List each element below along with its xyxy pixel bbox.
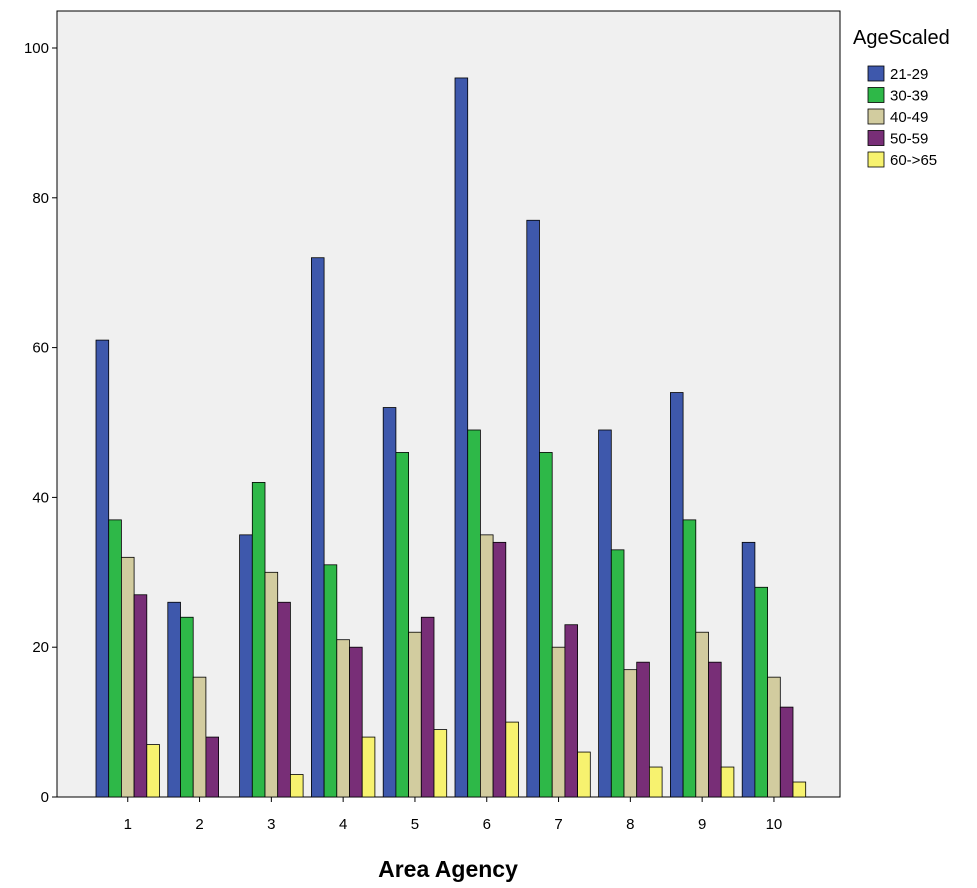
- bar-50-59-area-1: [133, 594, 148, 798]
- legend-swatch-21-29: [867, 65, 885, 82]
- bar-60->65-area-8: [649, 766, 663, 798]
- bar-40-49-area-5: [408, 631, 422, 798]
- legend-label-60->65: 60->65: [890, 152, 937, 169]
- bar-40-49-area-3: [264, 571, 279, 798]
- bar-50-59-area-8: [636, 661, 650, 798]
- x-tick-label-2: 2: [195, 816, 203, 833]
- x-tick-label-5: 5: [411, 816, 419, 833]
- bar-30-39-area-5: [395, 452, 409, 798]
- x-tick-label-1: 1: [124, 816, 132, 833]
- legend-swatch-50-59: [867, 130, 885, 146]
- y-tick-label-0: 0: [41, 789, 49, 806]
- legend-title: AgeScaled: [853, 27, 950, 49]
- bar-50-59-area-6: [492, 541, 507, 798]
- bar-50-59-area-7: [564, 624, 579, 798]
- bar-30-39-area-8: [610, 549, 625, 798]
- bar-30-39-area-7: [539, 452, 553, 798]
- x-tick-label-9: 9: [698, 816, 706, 833]
- bar-40-49-area-10: [767, 676, 781, 798]
- bar-21-29-area-5: [382, 407, 397, 798]
- x-tick-label-3: 3: [267, 816, 275, 833]
- bars-group: [95, 77, 807, 798]
- bar-21-29-area-6: [454, 77, 469, 798]
- legend-swatch-60->65: [867, 151, 885, 168]
- y-tick-label-20: 20: [32, 639, 49, 656]
- y-tick-label-60: 60: [32, 340, 49, 357]
- bar-50-59-area-5: [420, 616, 435, 798]
- bar-40-49-area-2: [192, 676, 207, 798]
- bar-30-39-area-2: [180, 616, 194, 798]
- bar-60->65-area-6: [505, 721, 519, 798]
- legend: AgeScaled 21-29 30-39 40-49 50-59 60->65: [853, 27, 950, 169]
- x-axis-label: Area Agency: [378, 856, 518, 882]
- y-tick-label-40: 40: [32, 489, 49, 506]
- bar-21-29-area-4: [310, 257, 325, 798]
- y-tick-label-100: 100: [24, 40, 49, 57]
- bar-60->65-area-7: [577, 751, 591, 798]
- bar-60->65-area-3: [289, 774, 304, 798]
- legend-label-40-49: 40-49: [890, 109, 928, 126]
- bar-60->65-area-4: [361, 736, 376, 798]
- legend-label-21-29: 21-29: [890, 66, 928, 83]
- bar-30-39-area-6: [467, 429, 481, 798]
- bar-60->65-area-9: [720, 766, 735, 798]
- bar-21-29-area-7: [526, 219, 540, 798]
- bar-40-49-area-7: [551, 646, 566, 798]
- x-axis: 1 2 3 4 5 6 7 8 9 10: [124, 797, 783, 833]
- x-tick-label-7: 7: [554, 816, 562, 833]
- bar-21-29-area-8: [598, 429, 612, 798]
- bar-30-39-area-3: [251, 482, 266, 798]
- bar-21-29-area-9: [670, 392, 684, 798]
- y-axis: 0 20 40 60 80 100: [24, 40, 57, 806]
- x-tick-label-4: 4: [339, 816, 347, 833]
- bar-21-29-area-3: [239, 534, 253, 798]
- bar-30-39-area-1: [108, 519, 122, 798]
- y-tick-label-80: 80: [32, 190, 49, 207]
- bar-40-49-area-6: [479, 534, 494, 798]
- bar-50-59-area-3: [277, 601, 291, 798]
- x-tick-label-6: 6: [483, 816, 491, 833]
- x-tick-label-10: 10: [766, 816, 783, 833]
- legend-label-50-59: 50-59: [890, 131, 928, 148]
- bar-50-59-area-2: [205, 736, 219, 798]
- bar-60->65-area-1: [146, 744, 160, 798]
- legend-label-30-39: 30-39: [890, 88, 928, 105]
- bar-21-29-area-2: [167, 601, 181, 798]
- bar-40-49-area-4: [336, 639, 350, 798]
- bar-40-49-area-8: [623, 669, 638, 798]
- legend-swatch-30-39: [867, 87, 885, 103]
- bar-30-39-area-10: [754, 586, 769, 798]
- bar-50-59-area-4: [349, 646, 363, 798]
- bar-30-39-area-9: [682, 519, 697, 798]
- bar-50-59-area-9: [708, 661, 722, 798]
- x-tick-label-8: 8: [626, 816, 634, 833]
- bar-60->65-area-10: [792, 781, 807, 798]
- legend-swatch-40-49: [867, 108, 885, 125]
- bar-40-49-area-1: [121, 556, 135, 798]
- bar-21-29-area-10: [741, 541, 756, 798]
- bar-30-39-area-4: [323, 564, 338, 798]
- bar-40-49-area-9: [695, 631, 709, 798]
- bar-60->65-area-5: [433, 729, 448, 798]
- bar-21-29-area-1: [95, 339, 110, 798]
- bar-50-59-area-10: [779, 706, 794, 798]
